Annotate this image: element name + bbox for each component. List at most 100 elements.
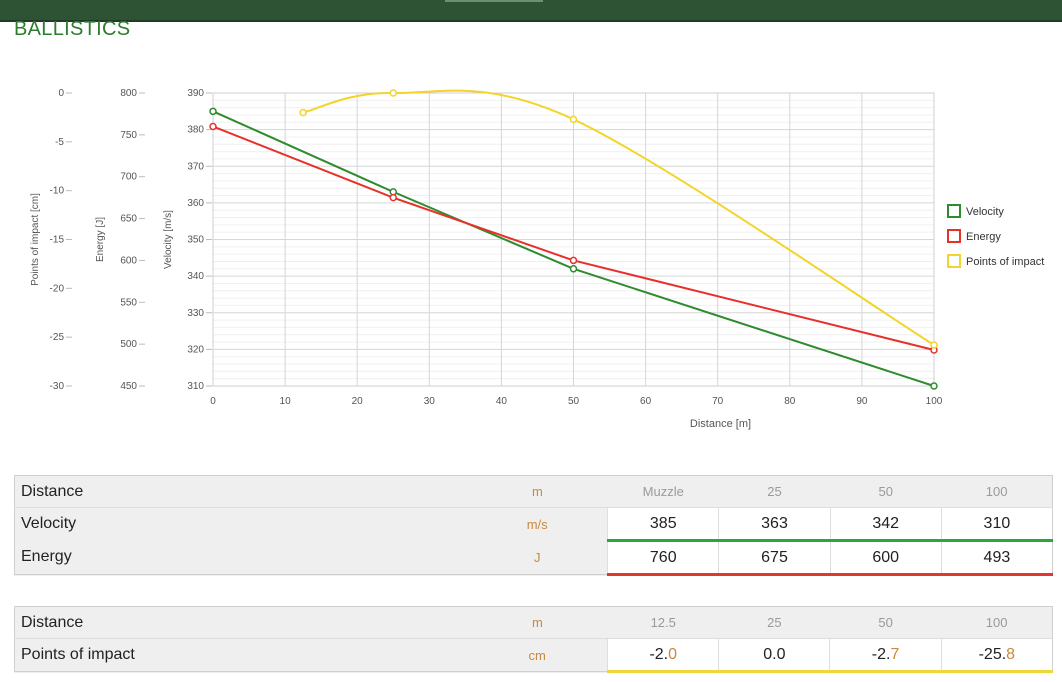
distance-unit: m (467, 606, 608, 639)
table-row: Energy J 760 675 600 493 (15, 540, 1053, 576)
y-tick-label: 330 (187, 308, 204, 319)
poi-dec: 8 (1006, 645, 1016, 663)
poi-dec: 0 (668, 645, 678, 663)
energy-unit: J (533, 549, 541, 565)
y-tick-label: 360 (187, 198, 204, 209)
energy-value: 600 (829, 540, 942, 576)
y-tick-label: 750 (120, 130, 137, 141)
y-tick-label: -10 (50, 186, 65, 197)
series-line (302, 89, 935, 346)
table-row: Distance m Muzzle 25 50 100 (14, 475, 1053, 508)
energy-label: Energy (21, 548, 72, 566)
poi-int: 0. (763, 645, 777, 663)
y-tick-label: 390 (187, 88, 204, 99)
y-tick-label: 600 (120, 255, 137, 266)
chart-axes: 0 -5 -10 -15 -20 -25 -30 Points of impact [cm] 8… (30, 88, 943, 430)
poi-value: -2.0 (607, 638, 719, 673)
y-tick-label: 340 (187, 271, 204, 282)
y-tick-label: 500 (120, 339, 137, 350)
distance-value: Muzzle (607, 475, 719, 508)
x-tick-label: 40 (496, 396, 508, 407)
poi-value: 0.0 (718, 638, 830, 673)
x-tick-label: 20 (352, 396, 364, 407)
y-axis-title: Velocity [m/s] (163, 210, 174, 269)
table-row: Points of impact cm -2.0 0.0 -2.7 -25.8 (15, 638, 1053, 673)
y-tick-label: 310 (187, 381, 204, 392)
y-tick-label: 700 (120, 172, 137, 183)
distance-value: 100 (941, 475, 1053, 508)
y-axis-title: Points of impact [cm] (30, 193, 41, 286)
x-tick-label: 70 (712, 396, 724, 407)
legend-label: Points of impact (966, 256, 1044, 268)
x-tick-label: 10 (280, 396, 292, 407)
poi-int: -25. (978, 645, 1007, 663)
distance-value: 25 (718, 606, 830, 639)
velocity-value: 342 (829, 507, 942, 542)
velocity-label: Velocity (21, 515, 77, 533)
velocity-energy-table: Distance m Muzzle 25 50 100 Velocity m/s… (14, 475, 1053, 576)
chart-series (209, 89, 938, 390)
data-point (389, 193, 397, 202)
distance-value: 50 (829, 606, 942, 639)
distance-value: 25 (718, 475, 831, 508)
poi-dec: 0 (776, 645, 786, 663)
distance-label: Distance (14, 606, 468, 639)
y-tick-label: 800 (120, 88, 137, 99)
poi-value: -2.7 (829, 638, 942, 673)
energy-value: 760 (607, 540, 719, 576)
table-row: Velocity m/s 385 363 342 310 (15, 507, 1053, 542)
data-point (209, 107, 217, 116)
y-tick-label: 380 (187, 125, 204, 136)
page-title: BALLISTICS (14, 18, 131, 40)
x-tick-label: 80 (784, 396, 796, 407)
distance-value: 50 (830, 475, 942, 508)
poi-int: -2. (649, 645, 669, 663)
data-point (209, 122, 217, 131)
poi-label: Points of impact (21, 646, 135, 663)
energy-value: 493 (940, 540, 1053, 576)
series-line (212, 125, 935, 351)
points-of-impact-table: Distance m 12.5 25 50 100 Points of impa… (14, 606, 1053, 673)
x-tick-label: 100 (926, 396, 943, 407)
table-row: Distance m 12.5 25 50 100 (14, 606, 1053, 639)
poi-int: -2. (871, 645, 891, 663)
velocity-value: 385 (607, 507, 719, 542)
energy-value: 675 (718, 540, 831, 576)
y-tick-label: -5 (55, 137, 64, 148)
poi-value: -25.8 (940, 638, 1053, 673)
data-point (299, 108, 307, 117)
data-point (930, 382, 938, 390)
x-axis-title: Distance [m] (690, 418, 751, 430)
x-tick-label: 50 (568, 396, 580, 407)
legend-swatch (947, 254, 961, 268)
x-tick-label: 30 (424, 396, 436, 407)
y-tick-label: 0 (58, 88, 64, 99)
legend-label: Velocity (966, 206, 1004, 218)
velocity-value: 363 (718, 507, 831, 542)
chart-grid (212, 92, 935, 387)
y-tick-label: -30 (50, 381, 65, 392)
top-bar (0, 0, 1062, 22)
y-tick-label: -15 (50, 235, 65, 246)
y-axis-title: Energy [J] (95, 217, 106, 262)
y-tick-label: -20 (50, 283, 65, 294)
legend-swatch (947, 204, 961, 218)
data-point (930, 341, 938, 349)
y-tick-label: 350 (187, 235, 204, 246)
distance-unit: m (467, 475, 608, 508)
legend-label: Energy (966, 231, 1001, 243)
chart-legend: Velocity Energy Points of impact (947, 204, 1044, 268)
x-tick-label: 0 (210, 396, 216, 407)
data-point (569, 265, 578, 273)
y-tick-label: 550 (120, 297, 137, 308)
x-tick-label: 90 (856, 396, 868, 407)
active-tab-indicator (445, 0, 543, 2)
y-tick-label: 320 (187, 344, 204, 355)
data-point (569, 256, 578, 265)
poi-dec: 7 (890, 645, 900, 663)
y-tick-label: 650 (120, 214, 137, 225)
y-tick-label: -25 (50, 332, 65, 343)
plot-border (212, 92, 935, 387)
distance-value: 100 (941, 606, 1053, 639)
x-tick-label: 60 (640, 396, 652, 407)
